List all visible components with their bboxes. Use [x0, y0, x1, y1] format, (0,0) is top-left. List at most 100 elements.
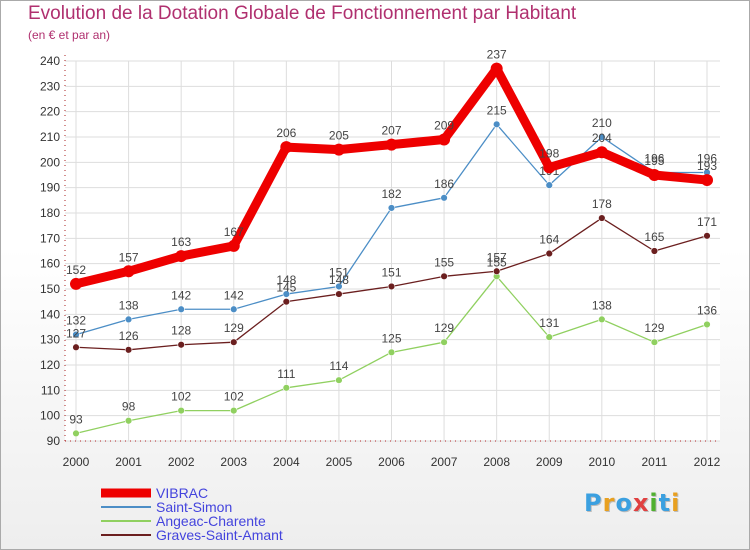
data-point-vibrac: [280, 141, 293, 154]
data-point-graves-saint-amant: [282, 297, 291, 306]
x-tick-label: 2008: [483, 455, 510, 469]
data-label-graves-saint-amant: 157: [487, 250, 507, 264]
x-tick-label: 2007: [431, 455, 458, 469]
y-tick-label: 180: [40, 206, 60, 220]
logo-letter: P: [584, 489, 603, 517]
x-tick-label: 2005: [326, 455, 353, 469]
logo-letter: t: [658, 489, 672, 517]
y-tick-label: 230: [40, 79, 60, 93]
x-tick-label: 2006: [378, 455, 405, 469]
data-point-graves-saint-amant: [177, 341, 185, 349]
data-label-graves-saint-amant: 148: [329, 273, 349, 287]
y-tick-label: 120: [40, 358, 60, 372]
data-label-vibrac: 198: [539, 146, 559, 160]
data-label-angeac-charente: 102: [224, 390, 244, 404]
data-label-saint-simon: 142: [224, 288, 244, 302]
data-label-saint-simon: 148: [276, 273, 296, 287]
y-tick-label: 220: [40, 105, 60, 119]
data-point-vibrac: [385, 138, 398, 151]
logo-letter: x: [632, 489, 650, 517]
x-tick-label: 2003: [220, 455, 247, 469]
data-label-angeac-charente: 111: [277, 367, 296, 381]
data-point-graves-saint-amant: [335, 290, 343, 298]
data-point-graves-saint-amant: [598, 214, 606, 222]
data-point-saint-simon: [492, 120, 501, 129]
x-tick-label: 2001: [115, 455, 142, 469]
data-point-saint-simon: [545, 181, 553, 189]
data-label-vibrac: 209: [434, 119, 454, 133]
data-point-angeac-charente: [72, 429, 80, 438]
y-tick-label: 240: [40, 54, 60, 68]
data-point-graves-saint-amant: [703, 232, 711, 240]
proxiti-logo: Proxiti: [584, 489, 680, 517]
legend-label: Graves-Saint-Amant: [156, 527, 283, 543]
data-label-angeac-charente: 114: [329, 359, 348, 373]
data-point-graves-saint-amant: [545, 249, 553, 258]
data-point-graves-saint-amant: [230, 338, 238, 346]
data-label-graves-saint-amant: 164: [539, 233, 559, 247]
data-label-saint-simon: 196: [644, 151, 664, 165]
y-tick-label: 190: [40, 181, 60, 195]
data-point-vibrac: [490, 62, 503, 75]
data-label-angeac-charente: 131: [539, 316, 559, 330]
data-point-vibrac: [122, 265, 135, 278]
logo-letter: i: [649, 489, 659, 517]
data-label-angeac-charente: 98: [122, 400, 136, 414]
data-point-angeac-charente: [545, 333, 553, 341]
data-point-angeac-charente: [440, 338, 448, 346]
data-point-angeac-charente: [703, 320, 711, 329]
y-tick-label: 150: [40, 282, 60, 296]
data-label-graves-saint-amant: 165: [644, 230, 664, 244]
data-label-vibrac: 206: [276, 126, 296, 140]
x-tick-label: 2010: [588, 455, 615, 469]
logo-letter: r: [602, 489, 616, 517]
y-tick-label: 140: [40, 307, 60, 321]
data-point-graves-saint-amant: [72, 343, 80, 351]
data-label-saint-simon: 142: [171, 288, 191, 302]
y-tick-label: 100: [40, 409, 60, 423]
data-label-graves-saint-amant: 145: [276, 281, 296, 295]
data-point-vibrac: [175, 250, 188, 263]
data-point-vibrac: [701, 174, 713, 187]
data-point-graves-saint-amant: [650, 247, 659, 255]
data-point-vibrac: [227, 239, 240, 252]
chart-subtitle: (en € et par an): [28, 28, 111, 42]
y-tick-label: 110: [41, 383, 60, 397]
legend-label: Saint-Simon: [156, 499, 232, 515]
data-point-angeac-charente: [335, 376, 343, 384]
y-tick-label: 200: [40, 155, 60, 169]
data-label-saint-simon: 132: [66, 314, 86, 328]
data-label-saint-simon: 196: [697, 151, 717, 165]
data-label-vibrac: 195: [644, 154, 664, 168]
data-label-saint-simon: 210: [592, 116, 612, 130]
data-label-angeac-charente: 129: [434, 321, 454, 335]
data-point-angeac-charente: [598, 315, 606, 324]
data-point-graves-saint-amant: [124, 346, 133, 354]
data-point-angeac-charente: [282, 384, 291, 392]
x-tick-label: 2011: [642, 455, 668, 469]
data-label-saint-simon: 186: [434, 177, 454, 191]
data-label-vibrac: 207: [381, 124, 401, 138]
logo-letter: i: [671, 489, 681, 517]
data-point-saint-simon: [387, 204, 396, 212]
data-label-graves-saint-amant: 127: [66, 326, 86, 340]
logo-letter: o: [615, 489, 633, 517]
data-point-saint-simon: [282, 290, 291, 298]
data-point-angeac-charente: [387, 348, 396, 357]
data-label-graves-saint-amant: 126: [119, 329, 139, 343]
plot-area: [65, 61, 720, 441]
data-label-angeac-charente: 102: [171, 390, 191, 404]
data-label-angeac-charente: 138: [592, 298, 612, 312]
y-tick-label: 210: [40, 130, 60, 144]
data-label-vibrac: 237: [487, 48, 507, 62]
data-label-graves-saint-amant: 129: [224, 321, 244, 335]
data-label-graves-saint-amant: 151: [381, 265, 401, 279]
data-point-vibrac: [332, 143, 345, 156]
data-point-graves-saint-amant: [387, 282, 396, 291]
x-tick-label: 2000: [63, 455, 90, 469]
data-label-angeac-charente: 155: [487, 255, 507, 269]
data-point-angeac-charente: [177, 406, 185, 415]
data-point-saint-simon: [335, 282, 343, 291]
legend-label: VIBRAC: [156, 485, 208, 501]
